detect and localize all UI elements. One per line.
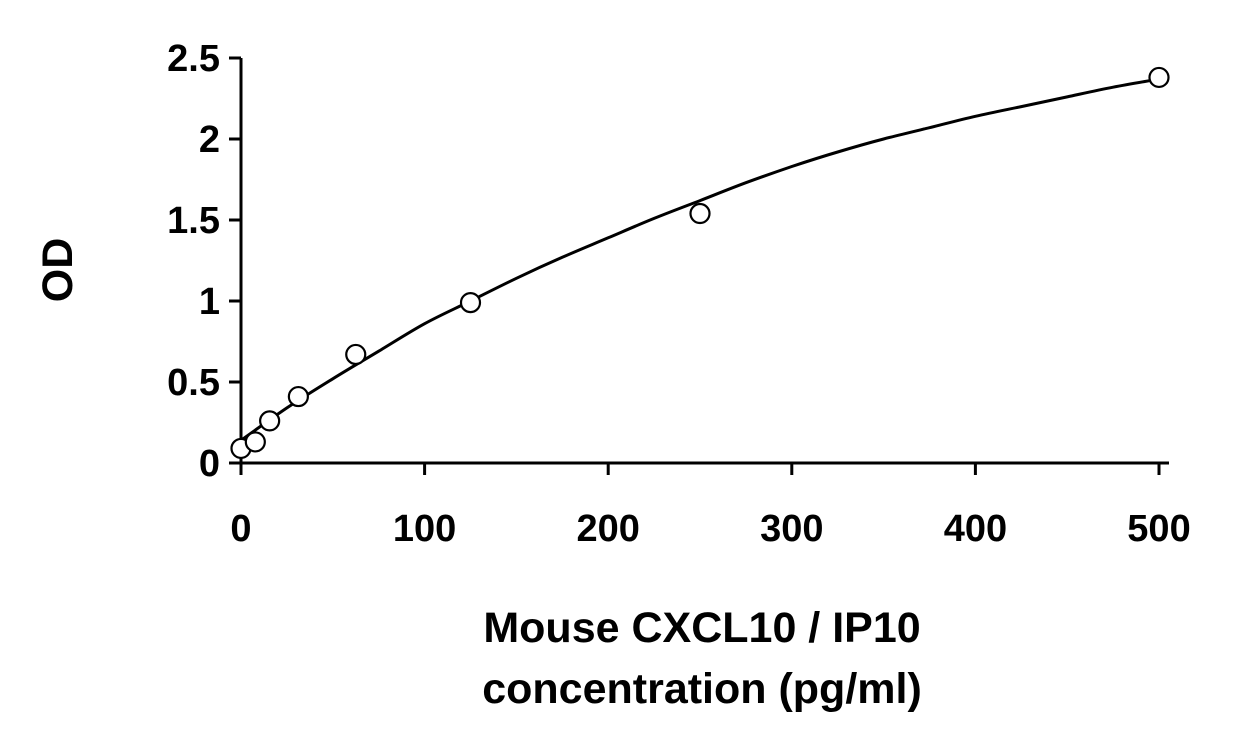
y-tick-label: 1.5	[167, 200, 220, 242]
data-point	[345, 343, 367, 366]
data-point	[689, 202, 711, 225]
x-tick-label: 500	[1127, 508, 1190, 550]
x-axis-title-line-1: Mouse CXCL10 / IP10	[483, 604, 920, 652]
data-point	[287, 385, 309, 408]
data-points-group	[230, 66, 1170, 460]
y-axis-title: OD	[34, 238, 82, 303]
y-tick-label: 2.5	[167, 38, 220, 80]
fit-curve-group	[240, 77, 1160, 442]
axis-titles: Mouse CXCL10 / IP10 concentration (pg/ml…	[34, 238, 922, 713]
axes	[239, 58, 1169, 465]
y-tick-label: 0.5	[167, 362, 220, 404]
data-point	[244, 431, 266, 453]
x-tick-label: 0	[230, 508, 251, 550]
x-tick-label: 200	[576, 508, 639, 550]
data-point	[1148, 66, 1170, 89]
fit-curve	[240, 77, 1160, 442]
x-tick-label: 100	[393, 508, 456, 550]
tick-group: 0 0.5 1 1.5 2 2.5 0 100 200 300 400 500	[167, 38, 1191, 550]
x-axis-title-line-2: concentration (pg/ml)	[482, 665, 922, 713]
x-tick-label: 400	[944, 508, 1007, 550]
y-tick-label: 1	[199, 281, 220, 323]
data-point	[459, 292, 482, 314]
y-tick-label: 0	[199, 443, 220, 485]
y-tick-label: 2	[199, 119, 220, 161]
x-tick-label: 300	[760, 508, 823, 550]
data-point	[259, 410, 281, 432]
